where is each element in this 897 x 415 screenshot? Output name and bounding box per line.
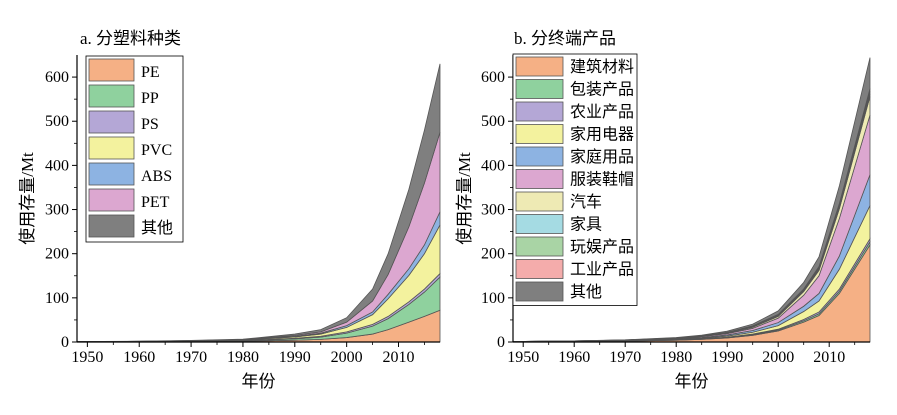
panel-a-y-tick-label: 200 [45, 246, 69, 263]
panel-b-legend-swatch [515, 214, 564, 234]
panel-b-legend-swatch [515, 101, 564, 122]
panel-b-legend-label: 建筑材料 [570, 58, 634, 76]
panel-a-legend-label: PET [141, 194, 170, 211]
panel-a-legend-swatch [88, 162, 135, 186]
panel-a-title: a. 分塑料种类 [80, 29, 181, 48]
panel-b-x-tick-label: 2000 [762, 349, 794, 366]
panel-b-legend-label: 包装产品 [570, 81, 634, 99]
panel-a-legend-label: ABS [141, 168, 172, 185]
panel-b-legend-swatch [515, 236, 564, 257]
panel-b-legend-label: 服装鞋帽 [570, 171, 634, 189]
panel-b-x-tick-label: 1990 [711, 349, 743, 366]
panel-b-legend-swatch [515, 79, 564, 99]
panel-b-legend-label: 家用电器 [570, 126, 634, 144]
panel-a-legend-swatch [88, 84, 135, 108]
panel-b-x-tick-label: 2010 [813, 349, 845, 366]
panel-b-title: b. 分终端产品 [514, 29, 616, 48]
panel-a-legend-label: PP [141, 90, 159, 107]
panel-b-areas [512, 57, 871, 343]
panel-a-y-tick-label: 400 [45, 157, 69, 174]
panel-a-legend-swatch [88, 136, 135, 160]
panel-b-legend-label: 农业产品 [570, 103, 634, 121]
panel-b-legend-label: 家庭用品 [570, 148, 634, 166]
panel-b-y-tick-label: 500 [481, 113, 505, 130]
panel-b-legend-label: 汽车 [570, 193, 602, 211]
panel-b-legend-swatch [515, 259, 564, 279]
panel-b-legend-label: 其他 [570, 283, 602, 301]
panel-b-y-tick-label: 400 [481, 157, 505, 174]
panel-b-legend-swatch [515, 169, 564, 189]
panel-a-x-tick-label: 2010 [383, 349, 415, 366]
panel-b-y-tick-label: 300 [481, 202, 505, 219]
panel-b-y-tick-label: 200 [481, 246, 505, 263]
panel-a-x-axis-label: 年份 [242, 372, 276, 391]
panel-a-y-tick-label: 300 [45, 202, 69, 219]
panel-a-y-tick-label: 500 [45, 113, 69, 130]
panel-a-x-tick-label: 2000 [331, 349, 363, 366]
panel-b-legend-swatch [515, 56, 564, 77]
panel-a-legend-swatch [88, 110, 135, 134]
panel-a-x-tick-label: 1980 [227, 349, 259, 366]
panel-a-legend-swatch [88, 214, 135, 238]
panel-b-x-tick-label: 1970 [609, 349, 641, 366]
panel-b-y-tick-label: 600 [481, 69, 505, 86]
panel-a-x-tick-label: 1970 [175, 349, 207, 366]
panel-a-legend-label: PS [141, 116, 159, 133]
panel-b-y-tick-label: 0 [497, 334, 505, 351]
panel-a-legend-swatch [88, 188, 135, 212]
panel-a-x-tick-label: 1950 [71, 349, 103, 366]
panel-a-area-series-6 [76, 63, 441, 342]
panel-b-legend-swatch [515, 124, 564, 144]
panel-b-y-axis-label: 使用存量/Mt [454, 152, 474, 245]
panel-b-legend-label: 玩娱产品 [570, 238, 634, 256]
panel-b-x-axis-label: 年份 [675, 372, 709, 391]
panel-a-legend-label: PVC [141, 142, 172, 159]
panel-b-area-series-10 [512, 57, 871, 342]
panel-b-y-tick-label: 100 [481, 290, 505, 307]
panel-a-y-axis-label: 使用存量/Mt [17, 152, 37, 245]
panel-a-legend-label: 其他 [141, 219, 173, 237]
panel-a-legend: PE PP PS PVC ABS PET 其他 [85, 55, 184, 243]
panel-b-legend-label: 工业产品 [570, 261, 634, 279]
panel-b-legend-swatch [515, 191, 564, 212]
panel-a-legend-swatch [88, 58, 135, 82]
panel-a: a. 分塑料种类 使用存量/Mt 年份 1950 1960 1970 1980 1990… [17, 29, 441, 391]
panel-b-x-tick-label: 1960 [558, 349, 590, 366]
panel-b-legend-swatch [515, 281, 564, 302]
panel-a-x-tick-label: 1960 [123, 349, 155, 366]
panel-a-x-tick-label: 1990 [279, 349, 311, 366]
panel-a-y-tick-label: 100 [45, 290, 69, 307]
panel-b-x-tick-label: 1980 [660, 349, 692, 366]
panel-b-x-tick-label: 1950 [507, 349, 539, 366]
panel-a-y-tick-label: 600 [45, 69, 69, 86]
panel-b-legend-label: 家具 [570, 216, 602, 234]
panel-b: b. 分终端产品 使用存量/Mt 年份 1950 1960 1970 1980 1990… [454, 29, 871, 391]
panel-a-legend-label: PE [141, 64, 160, 81]
panel-a-y-tick-label: 0 [61, 334, 69, 351]
panel-b-legend-swatch [515, 146, 564, 167]
